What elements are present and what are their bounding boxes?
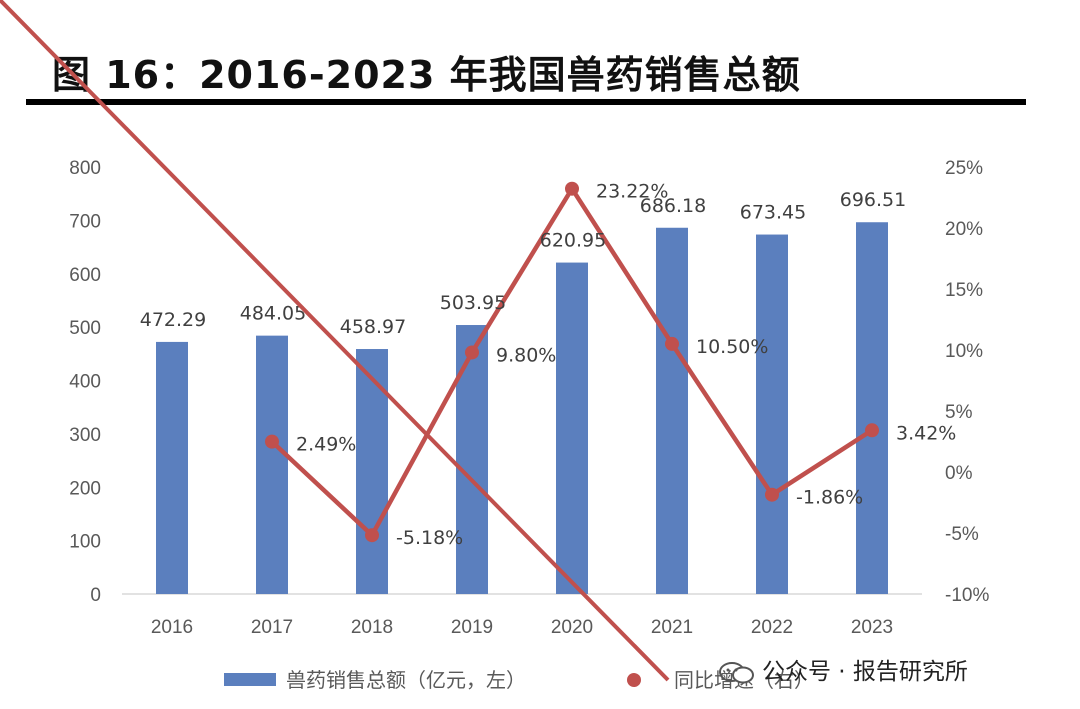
growth-value-label: 10.50%	[696, 336, 768, 358]
bar-value-label: 503.95	[440, 292, 506, 314]
bars-group	[156, 222, 888, 595]
y-right-tick-label: -5%	[945, 524, 979, 545]
bar	[156, 341, 188, 594]
bar	[756, 234, 788, 594]
y-left-tick-label: 400	[69, 372, 101, 393]
y-right-tick-label: 5%	[945, 402, 973, 423]
x-tick-label: 2017	[251, 617, 293, 638]
title-rule	[26, 99, 1026, 105]
legend-bar-swatch	[224, 673, 276, 686]
x-tick-label: 2023	[851, 617, 893, 638]
data-labels-group: 472.29 484.05 458.97 503.95 620.95 686.18 673.…	[140, 181, 957, 549]
bar-value-label: 696.51	[840, 189, 906, 211]
growth-value-label: 2.49%	[296, 434, 356, 456]
y-left-tick-label: 100	[69, 532, 101, 553]
line-group	[265, 181, 879, 543]
bar-value-label: 472.29	[140, 309, 206, 331]
y-left-tick-label: 800	[69, 158, 101, 179]
legend-line-swatch	[0, 0, 670, 682]
bar-value-label: 686.18	[640, 195, 706, 217]
growth-point	[465, 345, 479, 360]
growth-point	[565, 181, 579, 196]
x-tick-label: 2016	[151, 617, 193, 638]
bar	[456, 325, 488, 594]
y-right-tick-label: 10%	[945, 341, 983, 362]
bar	[356, 349, 388, 594]
x-tick-label: 2018	[351, 617, 393, 638]
y-right-tick-label: 15%	[945, 280, 983, 301]
y-left-tick-label: 300	[69, 425, 101, 446]
growth-value-label: -1.86%	[796, 487, 863, 509]
legend-line-marker	[627, 673, 641, 687]
growth-point	[365, 528, 379, 543]
growth-point	[665, 336, 679, 351]
legend: 兽药销售总额（亿元，左） 同比增速（右）	[0, 0, 814, 692]
bar	[856, 222, 888, 594]
growth-point	[265, 434, 279, 449]
growth-value-label: 23.22%	[596, 181, 668, 203]
growth-value-label: -5.18%	[396, 527, 463, 549]
y-left-tick-label: 0	[90, 585, 101, 606]
x-tick-label: 2019	[451, 617, 493, 638]
bar	[656, 227, 688, 595]
bar-value-label: 620.95	[540, 230, 606, 252]
bar-value-label: 458.97	[340, 316, 406, 338]
x-tick-label: 2020	[551, 617, 593, 638]
bar-value-label: 673.45	[740, 202, 806, 224]
x-tick-label: 2022	[751, 617, 793, 638]
wechat-icon	[719, 661, 754, 683]
x-tick-label: 2021	[651, 617, 693, 638]
y-left-tick-label: 600	[69, 265, 101, 286]
growth-point	[865, 423, 879, 438]
y-left-tick-label: 200	[69, 478, 101, 499]
y-right-tick-label: -10%	[945, 585, 989, 606]
y-right-tick-label: 25%	[945, 158, 983, 179]
watermark: 公众号 · 报告研究所	[718, 652, 968, 686]
growth-point	[765, 487, 779, 502]
axes-group: 0 100 200 300 400 500 600 700 800 -10% -5% 0% 5% 10% 1…	[69, 158, 989, 638]
y-left-tick-label: 700	[69, 211, 101, 232]
bar-value-label: 484.05	[240, 303, 306, 325]
y-left-tick-label: 500	[69, 318, 101, 339]
growth-value-label: 3.42%	[896, 422, 956, 444]
y-right-tick-label: 0%	[945, 463, 973, 484]
bar	[556, 262, 588, 594]
watermark-text: 公众号 · 报告研究所	[762, 659, 968, 685]
bar	[256, 335, 288, 594]
chart-title: 图 16：2016-2023 年我国兽药销售总额	[52, 53, 801, 97]
y-right-tick-label: 20%	[945, 219, 983, 240]
legend-bar-label: 兽药销售总额（亿元，左）	[286, 668, 526, 692]
growth-value-label: 9.80%	[496, 344, 556, 366]
